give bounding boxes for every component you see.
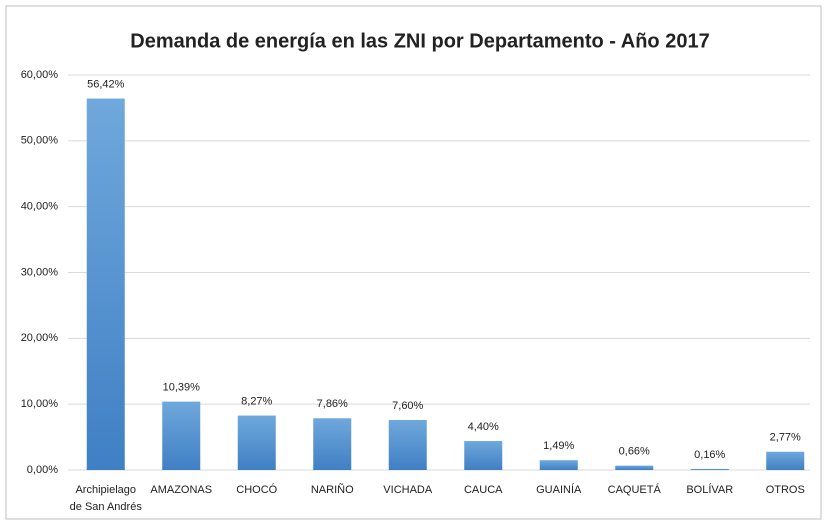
value-label: 2,77%: [770, 432, 801, 444]
bar: [766, 451, 805, 470]
bar: [615, 465, 654, 470]
value-label: 4,40%: [468, 421, 499, 433]
value-label: 7,86%: [317, 398, 348, 410]
value-label: 0,16%: [694, 449, 725, 461]
y-tick-label: 10,00%: [21, 398, 59, 410]
x-tick-label: Archipielago de San Andrés: [69, 484, 142, 513]
x-tick-label: VICHADA: [383, 484, 433, 496]
y-tick-label: 60,00%: [21, 69, 59, 81]
bar: [162, 401, 201, 470]
x-tick-label: CHOCÓ: [236, 484, 278, 496]
x-tick-label: NARIÑO: [310, 484, 354, 496]
y-tick-label: 40,00%: [21, 201, 59, 213]
x-tick-label: GUAINÍA: [536, 484, 582, 496]
x-tick-label: CAQUETÁ: [607, 484, 661, 496]
y-tick-label: 30,00%: [21, 266, 59, 278]
x-tick-label: BOLÍVAR: [686, 484, 734, 496]
x-tick-label: AMAZONAS: [150, 484, 213, 496]
value-label: 7,60%: [392, 400, 423, 412]
value-label: 8,27%: [241, 395, 272, 407]
y-tick-label: 0,00%: [27, 464, 58, 476]
value-label: 1,49%: [543, 440, 574, 452]
x-tick-label: CAUCA: [463, 484, 503, 496]
bar: [464, 441, 503, 470]
bar: [388, 419, 427, 470]
bar: [690, 468, 729, 470]
y-tick-label: 20,00%: [21, 332, 59, 344]
bar: [86, 98, 125, 471]
value-label: 0,66%: [619, 446, 650, 458]
bar: [313, 418, 352, 470]
bar: [237, 415, 276, 470]
value-label: 56,42%: [87, 78, 125, 90]
y-tick-label: 50,00%: [21, 135, 59, 147]
value-label: 10,39%: [163, 382, 201, 394]
x-tick-label: OTROS: [765, 484, 805, 496]
bar: [539, 460, 578, 470]
chart-title: Demanda de energía en las ZNI por Depart…: [130, 30, 709, 52]
